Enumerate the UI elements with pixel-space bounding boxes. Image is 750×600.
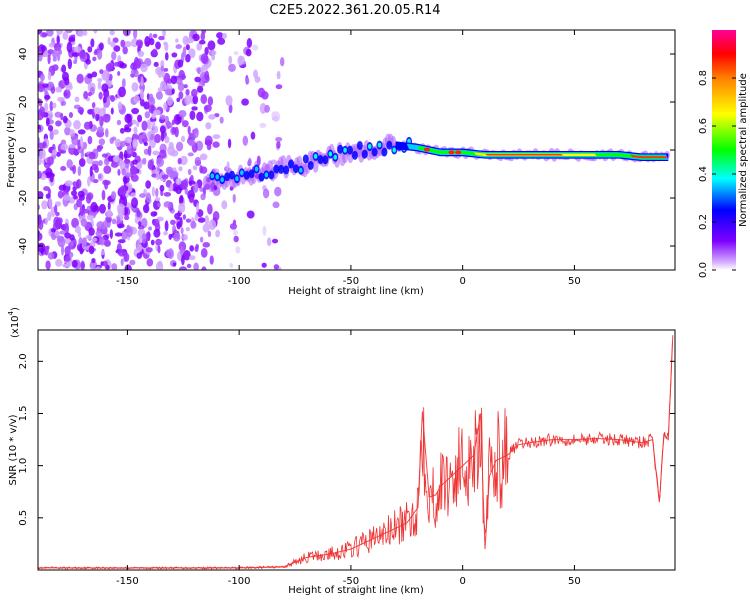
snr-panel: -150 -100 -50 0 50 0.5 1.0 1.5 2.0 Height of st… bbox=[7, 307, 676, 596]
snr-multiplier: (x104) bbox=[7, 307, 21, 338]
multiplier-exponent: 4 bbox=[7, 310, 15, 315]
snr-series-line bbox=[38, 335, 674, 569]
x-tick-label: -150 bbox=[116, 276, 139, 287]
chart-title: C2E5.2022.361.20.05.R14 bbox=[269, 3, 440, 18]
y-tick-label: 0.5 bbox=[18, 510, 29, 526]
colorbar-tick-label: 0.8 bbox=[698, 70, 709, 86]
svg-text:(x104): (x104) bbox=[7, 307, 21, 338]
multiplier-close: ) bbox=[10, 307, 21, 311]
x-tick-label: 50 bbox=[568, 276, 581, 287]
multiplier-base: (x10 bbox=[10, 315, 21, 338]
heatmap-x-axis-label: Height of straight line (km) bbox=[288, 286, 424, 297]
x-tick-label: -50 bbox=[343, 576, 359, 587]
y-tick-label: 2.0 bbox=[18, 353, 29, 369]
snr-frame bbox=[37, 329, 676, 571]
colorbar-ticks: 0.0 0.2 0.4 0.6 0.8 bbox=[698, 70, 736, 278]
colorbar: 0.0 0.2 0.4 0.6 0.8 Normalized spectral ampl… bbox=[698, 30, 749, 278]
y-tick-label: 40 bbox=[18, 48, 29, 61]
colorbar-tick-label: 0.6 bbox=[698, 118, 709, 134]
x-tick-label: -100 bbox=[228, 576, 251, 587]
x-tick-label: -50 bbox=[343, 276, 359, 287]
colorbar-tick-label: 0.2 bbox=[698, 214, 709, 230]
heatmap-data bbox=[38, 30, 670, 270]
colorbar-label: Normalized spectral amplitude bbox=[738, 73, 749, 227]
y-tick-label: 1.0 bbox=[18, 458, 29, 474]
x-tick-label: 0 bbox=[459, 576, 465, 587]
x-tick-label: 0 bbox=[459, 276, 465, 287]
y-tick-label: 0 bbox=[18, 147, 29, 153]
snr-noisy-trace bbox=[38, 342, 673, 570]
y-tick-label: -40 bbox=[18, 238, 29, 254]
snr-y-ticks: 0.5 1.0 1.5 2.0 bbox=[18, 353, 675, 526]
colorbar-gradient bbox=[712, 30, 736, 270]
heatmap-y-ticks: -40 -20 0 20 40 bbox=[18, 48, 675, 254]
heatmap-y-axis-label: Frequency (Hz) bbox=[6, 112, 17, 188]
colorbar-tick-label: 0.0 bbox=[698, 262, 709, 278]
y-tick-label: 20 bbox=[18, 96, 29, 109]
x-tick-label: -100 bbox=[228, 276, 251, 287]
y-tick-label: 1.5 bbox=[18, 406, 29, 422]
snr-x-axis-label: Height of straight line (km) bbox=[288, 585, 424, 596]
x-tick-label: 50 bbox=[568, 576, 581, 587]
x-tick-label: -150 bbox=[116, 576, 139, 587]
snr-x-ticks: -150 -100 -50 0 50 bbox=[116, 330, 581, 587]
snr-y-axis-label: SNR (10 * v/v) bbox=[8, 414, 19, 485]
colorbar-tick-label: 0.4 bbox=[698, 166, 709, 182]
heatmap-panel: -150 -100 -50 0 50 -40 -20 0 20 40 Height of str… bbox=[6, 29, 676, 297]
y-tick-label: -20 bbox=[18, 190, 29, 206]
snr-line-layer bbox=[38, 335, 674, 570]
heatmap-x-ticks: -150 -100 -50 0 50 bbox=[116, 30, 581, 287]
